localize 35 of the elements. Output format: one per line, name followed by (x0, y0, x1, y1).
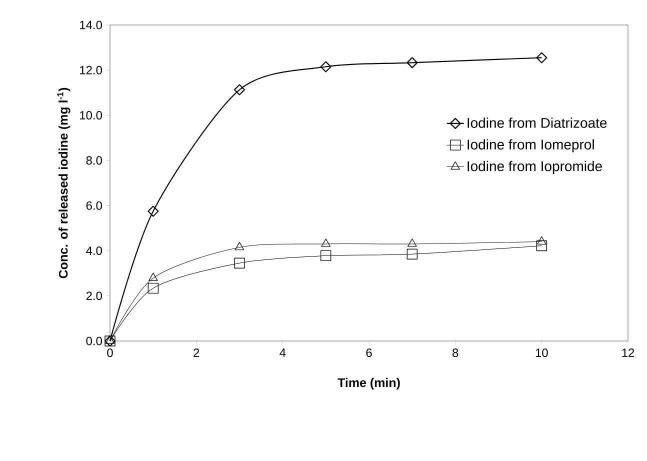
y-tick-label: 10.0 (80, 111, 102, 120)
y-tick-label: 0.0 (86, 336, 102, 346)
y-tick-label: 12.0 (80, 66, 102, 74)
point (148, 206, 159, 217)
y-tick-label: 4.0 (86, 246, 102, 255)
y-tick-label: 14.0 (80, 20, 102, 30)
point (536, 236, 546, 245)
point (234, 258, 245, 268)
point (148, 282, 159, 294)
point (321, 238, 331, 247)
y-tick-label: 8.0 (86, 156, 102, 165)
point (407, 238, 417, 247)
x-tick-label: 10 (536, 348, 548, 358)
point (320, 250, 332, 262)
point (536, 52, 548, 64)
point (320, 61, 332, 72)
x-tick-label: 4 (280, 348, 286, 357)
x-tick-label: 8 (452, 348, 458, 358)
y-tick-label: 2.0 (86, 292, 102, 300)
point (148, 272, 158, 281)
point (406, 57, 418, 68)
y-tick-label: 6.0 (86, 201, 102, 210)
x-tick-label: 0 (107, 348, 113, 358)
point (234, 84, 246, 96)
x-tick-label: 12 (622, 348, 634, 357)
point (406, 248, 418, 260)
x-tick-label: 2 (194, 348, 200, 357)
x-axis-title: Time (min) (338, 378, 400, 390)
y-axis-title: Conc. of released iodine (mg l$^{-1}$) (57, 88, 70, 278)
legend-label: Iodine from Iopromide (468, 160, 602, 174)
legend-label: Iodine from Diatrizoate (468, 118, 607, 128)
point (234, 242, 244, 250)
x-tick-label: 6 (366, 348, 372, 358)
point (536, 240, 548, 252)
legend-label: Iodine from Iomeprol (468, 139, 594, 152)
